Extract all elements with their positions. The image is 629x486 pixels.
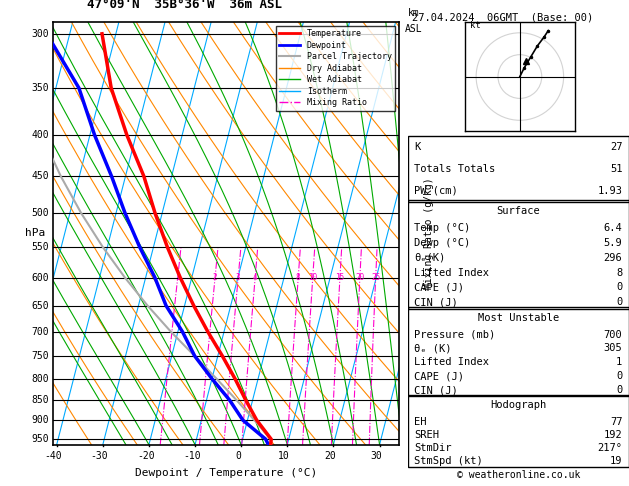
Text: 450: 450 bbox=[31, 172, 49, 181]
Text: Mixing Ratio (g/kg): Mixing Ratio (g/kg) bbox=[425, 177, 435, 289]
Text: 0: 0 bbox=[616, 385, 622, 395]
Text: 0: 0 bbox=[616, 297, 622, 307]
Text: hPa: hPa bbox=[25, 228, 45, 238]
Text: Surface: Surface bbox=[496, 206, 540, 216]
Text: 51: 51 bbox=[610, 164, 622, 174]
Text: Most Unstable: Most Unstable bbox=[477, 313, 559, 323]
Text: Temp (°C): Temp (°C) bbox=[415, 223, 470, 233]
Text: PW (cm): PW (cm) bbox=[415, 186, 458, 196]
Text: 8: 8 bbox=[296, 273, 301, 282]
Text: ASL: ASL bbox=[404, 24, 422, 34]
Text: 500: 500 bbox=[31, 208, 49, 218]
Text: SREH: SREH bbox=[415, 430, 439, 440]
Text: 0: 0 bbox=[616, 371, 622, 381]
Text: 900: 900 bbox=[31, 415, 49, 425]
Text: 30: 30 bbox=[370, 451, 382, 461]
Text: 700: 700 bbox=[31, 327, 49, 337]
Text: 700: 700 bbox=[604, 330, 622, 340]
Text: 1: 1 bbox=[175, 273, 180, 282]
Text: -10: -10 bbox=[183, 451, 201, 461]
Text: 27.04.2024  06GMT  (Base: 00): 27.04.2024 06GMT (Base: 00) bbox=[412, 12, 593, 22]
Text: K: K bbox=[415, 142, 420, 152]
Text: 5.9: 5.9 bbox=[604, 238, 622, 248]
Bar bbox=[408, 307, 629, 396]
Text: 0: 0 bbox=[235, 451, 241, 461]
Text: 20: 20 bbox=[325, 451, 336, 461]
Text: CIN (J): CIN (J) bbox=[415, 297, 458, 307]
Text: 1.93: 1.93 bbox=[598, 186, 622, 196]
Text: 15: 15 bbox=[335, 273, 345, 282]
Text: km: km bbox=[408, 8, 419, 18]
Text: θₑ(K): θₑ(K) bbox=[415, 253, 445, 263]
Text: EH: EH bbox=[415, 417, 426, 427]
Text: CAPE (J): CAPE (J) bbox=[415, 282, 464, 293]
Legend: Temperature, Dewpoint, Parcel Trajectory, Dry Adiabat, Wet Adiabat, Isotherm, Mi: Temperature, Dewpoint, Parcel Trajectory… bbox=[276, 26, 395, 111]
Text: 6.4: 6.4 bbox=[604, 223, 622, 233]
Text: θₑ (K): θₑ (K) bbox=[415, 344, 452, 353]
Text: 20: 20 bbox=[355, 273, 364, 282]
Text: 1: 1 bbox=[616, 357, 622, 367]
Text: 25: 25 bbox=[371, 273, 381, 282]
Text: Pressure (mb): Pressure (mb) bbox=[415, 330, 496, 340]
Text: 47°09'N  35B°36'W  36m ASL: 47°09'N 35B°36'W 36m ASL bbox=[87, 0, 282, 11]
Text: 600: 600 bbox=[31, 273, 49, 282]
Bar bbox=[408, 200, 629, 309]
Text: Dewp (°C): Dewp (°C) bbox=[415, 238, 470, 248]
Text: -20: -20 bbox=[137, 451, 155, 461]
Text: 77: 77 bbox=[610, 417, 622, 427]
Text: -40: -40 bbox=[45, 451, 62, 461]
Text: StmSpd (kt): StmSpd (kt) bbox=[415, 456, 483, 466]
Text: 350: 350 bbox=[31, 83, 49, 93]
Bar bbox=[408, 136, 629, 202]
Text: 10: 10 bbox=[278, 451, 290, 461]
Text: 650: 650 bbox=[31, 301, 49, 311]
Text: 0: 0 bbox=[616, 282, 622, 293]
Text: 950: 950 bbox=[31, 434, 49, 444]
Text: © weatheronline.co.uk: © weatheronline.co.uk bbox=[457, 470, 580, 480]
Bar bbox=[408, 395, 629, 467]
Text: kt: kt bbox=[470, 21, 481, 31]
Text: CAPE (J): CAPE (J) bbox=[415, 371, 464, 381]
Text: 4: 4 bbox=[253, 273, 257, 282]
Text: 8: 8 bbox=[616, 267, 622, 278]
Text: 800: 800 bbox=[31, 374, 49, 384]
Text: Dewpoint / Temperature (°C): Dewpoint / Temperature (°C) bbox=[135, 468, 318, 478]
Text: StmDir: StmDir bbox=[415, 443, 452, 453]
Text: 550: 550 bbox=[31, 242, 49, 252]
Text: Totals Totals: Totals Totals bbox=[415, 164, 496, 174]
Text: 750: 750 bbox=[31, 351, 49, 361]
Text: Lifted Index: Lifted Index bbox=[415, 357, 489, 367]
Text: CIN (J): CIN (J) bbox=[415, 385, 458, 395]
Text: 305: 305 bbox=[604, 344, 622, 353]
Text: 3: 3 bbox=[236, 273, 240, 282]
Text: 850: 850 bbox=[31, 395, 49, 405]
Text: 2: 2 bbox=[213, 273, 218, 282]
Text: -30: -30 bbox=[91, 451, 108, 461]
Text: Lifted Index: Lifted Index bbox=[415, 267, 489, 278]
Text: 19: 19 bbox=[610, 456, 622, 466]
Text: 217°: 217° bbox=[598, 443, 622, 453]
Text: 10: 10 bbox=[308, 273, 318, 282]
Text: 27: 27 bbox=[610, 142, 622, 152]
Text: 296: 296 bbox=[604, 253, 622, 263]
Text: 300: 300 bbox=[31, 29, 49, 39]
Text: 400: 400 bbox=[31, 130, 49, 140]
Text: Hodograph: Hodograph bbox=[490, 400, 547, 410]
Text: 192: 192 bbox=[604, 430, 622, 440]
